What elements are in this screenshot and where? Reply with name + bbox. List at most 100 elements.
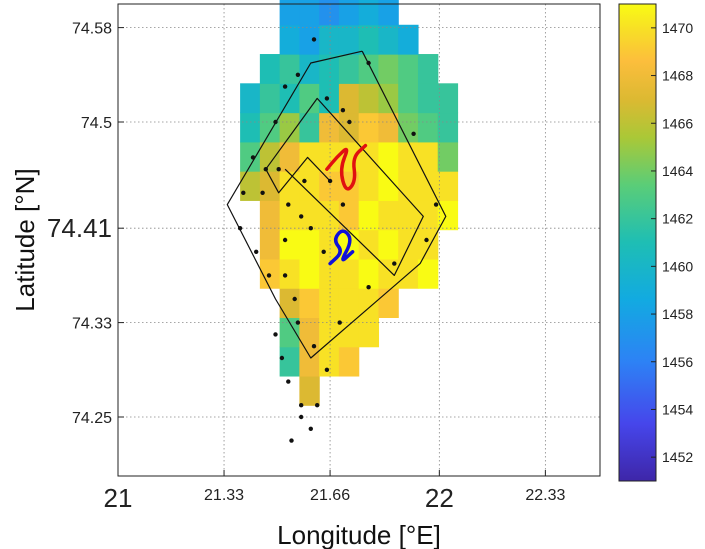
colorbar-tick-label: 1452 bbox=[662, 449, 693, 465]
station-point bbox=[254, 249, 259, 254]
station-point bbox=[324, 96, 330, 101]
heatmap-cell bbox=[378, 54, 399, 84]
station-point bbox=[315, 403, 320, 408]
station-point bbox=[299, 403, 304, 408]
heatmap-cell bbox=[417, 141, 439, 172]
heatmap-cell bbox=[417, 200, 439, 231]
station-point bbox=[424, 237, 429, 243]
colorbar-ticks: 1452 1454 1456 1458 1460 1462 1464 1466 1468 1470 bbox=[651, 20, 693, 465]
heatmap-cell bbox=[299, 200, 320, 231]
heatmap-cell bbox=[338, 200, 360, 231]
heatmap-cell bbox=[240, 141, 261, 172]
plot-frame bbox=[117, 3, 601, 477]
station-point bbox=[260, 190, 265, 195]
station-point bbox=[273, 119, 278, 125]
station-point bbox=[241, 190, 246, 195]
heatmap-cell bbox=[338, 288, 360, 318]
station-point bbox=[433, 202, 439, 207]
station-point bbox=[366, 60, 371, 66]
heatmap-cell bbox=[299, 112, 320, 143]
colorbar-tick-label: 1460 bbox=[662, 258, 693, 274]
y-tick-label: 74.25 bbox=[72, 410, 112, 427]
heatmap-cell bbox=[299, 346, 320, 377]
heatmap-cell bbox=[299, 54, 320, 84]
station-point bbox=[340, 108, 346, 113]
heatmap-cell bbox=[378, 171, 399, 201]
colorbar-tick-label: 1456 bbox=[662, 354, 693, 370]
heatmap-cell bbox=[279, 171, 300, 201]
station-point bbox=[392, 261, 397, 266]
heatmap-cell bbox=[299, 83, 320, 114]
heatmap-cell bbox=[437, 112, 459, 143]
colorbar-tick-label: 1462 bbox=[662, 211, 693, 227]
x-tick-label: 22 bbox=[425, 483, 454, 513]
heatmap-cell bbox=[378, 24, 399, 55]
heatmap-cell bbox=[279, 229, 300, 260]
heatmap-cell bbox=[417, 258, 439, 289]
x-tick-label: 21.66 bbox=[310, 487, 350, 504]
colorbar-tick-label: 1468 bbox=[662, 68, 693, 84]
station-point bbox=[337, 320, 342, 325]
station-point bbox=[276, 167, 281, 172]
colorbar-tick-label: 1458 bbox=[662, 306, 693, 322]
ship-track bbox=[226, 50, 447, 359]
heatmap-cell bbox=[378, 141, 399, 172]
station-point bbox=[263, 167, 268, 172]
colorbar-tick-label: 1464 bbox=[662, 163, 693, 179]
station-point bbox=[327, 178, 333, 184]
station-point bbox=[282, 273, 288, 278]
heatmap-cell bbox=[299, 258, 320, 289]
heatmap-cell bbox=[417, 171, 439, 201]
station-point bbox=[292, 296, 297, 302]
heatmap-cell bbox=[338, 112, 360, 143]
colorbar-tick-label: 1470 bbox=[662, 20, 693, 36]
heatmap-cell bbox=[299, 317, 320, 348]
heatmap-cell bbox=[358, 229, 380, 260]
heatmap-cell bbox=[378, 0, 399, 26]
station-point bbox=[282, 237, 288, 243]
heatmap-cell bbox=[319, 346, 340, 377]
y-tick-label: 74.58 bbox=[72, 21, 112, 38]
heatmap-cell bbox=[279, 24, 300, 55]
station-point bbox=[340, 202, 346, 207]
heatmap-cell bbox=[398, 171, 419, 201]
heatmap-cell bbox=[319, 0, 340, 26]
heatmap-cell bbox=[319, 83, 340, 114]
station-point bbox=[295, 72, 301, 78]
station-point bbox=[237, 226, 243, 231]
heatmap-cell bbox=[279, 0, 300, 26]
heatmap-cell bbox=[279, 346, 300, 377]
station-point bbox=[286, 202, 291, 207]
heatmap-cell bbox=[299, 375, 320, 406]
heatmap-cell bbox=[259, 83, 281, 114]
station-point bbox=[308, 426, 313, 431]
heatmap-cell bbox=[417, 229, 439, 260]
heatmap-cell bbox=[398, 83, 419, 114]
heatmap-cell bbox=[378, 112, 399, 143]
heatmap-cell bbox=[398, 200, 419, 231]
heatmap-cell bbox=[378, 288, 399, 318]
heatmap-cell bbox=[378, 200, 399, 231]
heatmap-cell bbox=[437, 171, 459, 201]
y-tick-label: 74.33 bbox=[72, 316, 112, 333]
station-point bbox=[266, 273, 272, 278]
red-trajectory bbox=[325, 143, 368, 191]
station-point bbox=[299, 214, 304, 219]
heatmap-cell bbox=[299, 171, 320, 201]
heatmap-cell bbox=[378, 83, 399, 114]
station-point bbox=[282, 84, 288, 89]
heatmap-cell bbox=[358, 112, 380, 143]
heatmap-cell bbox=[240, 83, 261, 114]
x-axis-label: Longitude [°E] bbox=[277, 520, 441, 549]
heatmap-cell bbox=[299, 0, 320, 26]
heatmap-cell bbox=[398, 24, 419, 55]
x-tick-label: 22.33 bbox=[525, 487, 565, 504]
station-point bbox=[299, 414, 304, 420]
heatmap-cell bbox=[279, 288, 300, 318]
heatmap-cell bbox=[417, 112, 439, 143]
station-point bbox=[302, 178, 307, 184]
heatmap-cell bbox=[417, 54, 439, 84]
ship-track-inner-line bbox=[265, 97, 424, 276]
heatmap-cell bbox=[437, 83, 459, 114]
